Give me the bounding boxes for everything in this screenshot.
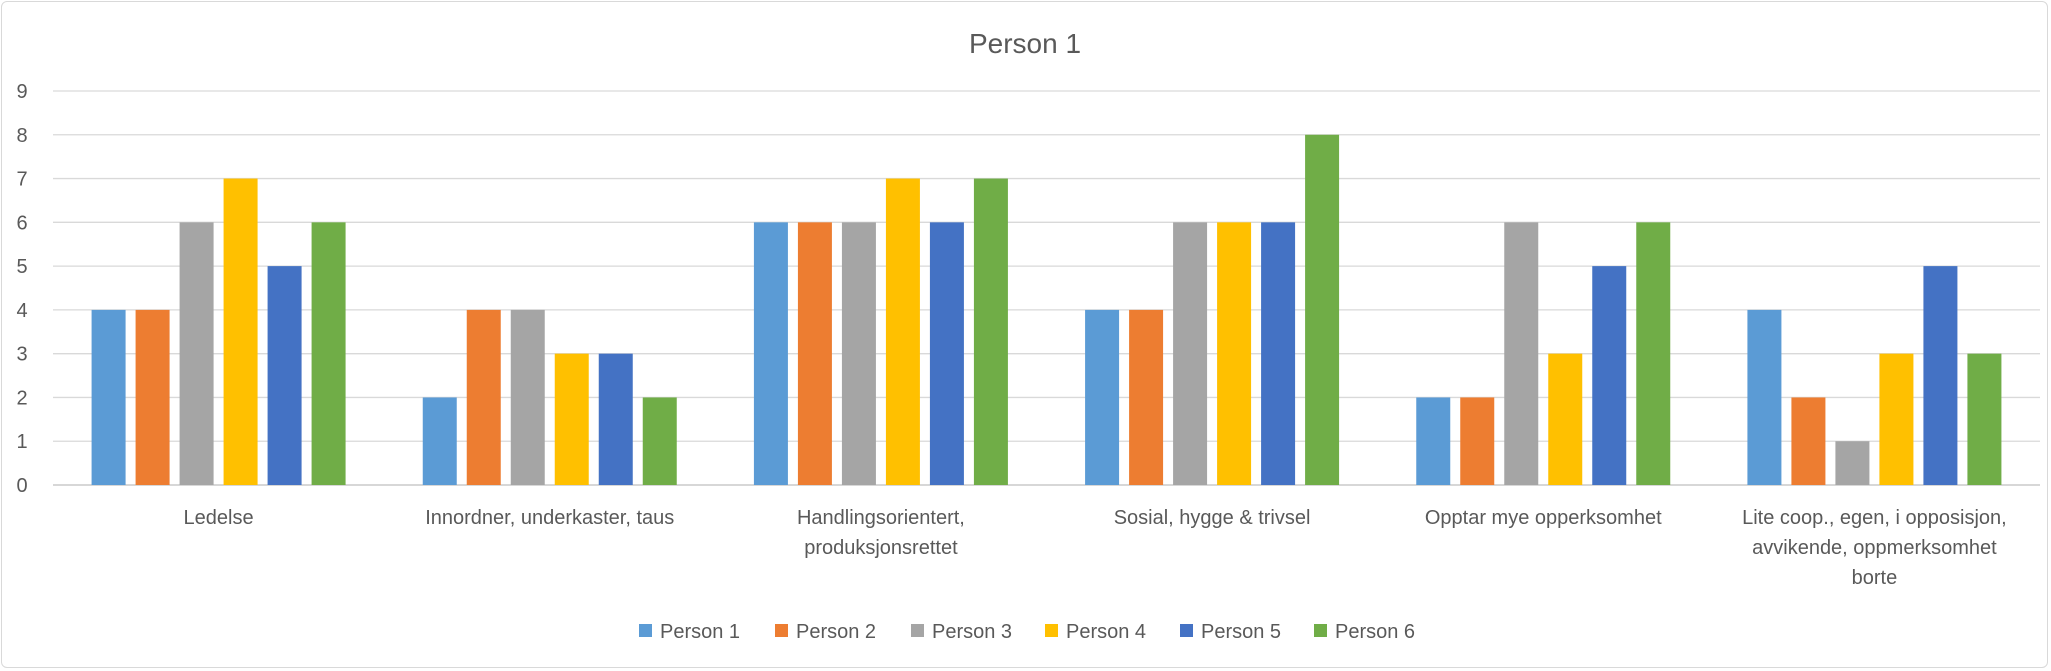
x-category-label: avvikende, oppmerksomhet <box>1752 537 1997 559</box>
bar-person-2-cat-4 <box>1460 397 1495 485</box>
bar-person-5-cat-0 <box>267 266 302 485</box>
x-category-label: Opptar mye opperksomhet <box>1425 507 1662 529</box>
bar-person-2-cat-3 <box>1129 309 1164 485</box>
bar-person-6-cat-1 <box>642 397 677 485</box>
x-category-label: borte <box>1852 567 1898 589</box>
bar-person-4-cat-3 <box>1217 222 1252 486</box>
bar-person-3-cat-0 <box>179 222 214 486</box>
y-tick-label: 5 <box>16 256 27 278</box>
bar-person-4-cat-2 <box>885 178 920 486</box>
bar-person-3-cat-2 <box>841 222 876 486</box>
bar-person-3-cat-3 <box>1173 222 1208 486</box>
legend-swatch-4 <box>1045 624 1058 637</box>
bar-person-6-cat-5 <box>1967 353 2002 485</box>
bar-person-5-cat-5 <box>1923 266 1958 485</box>
legend-label-4: Person 4 <box>1066 621 1146 643</box>
gridlines <box>53 90 2040 486</box>
legend-swatch-6 <box>1314 624 1327 637</box>
bar-person-6-cat-4 <box>1636 222 1671 486</box>
legend-label-6: Person 6 <box>1335 621 1415 643</box>
y-axis-ticks: 0 1 2 3 4 5 6 7 8 9 <box>16 81 27 497</box>
y-tick-label: 8 <box>16 125 27 147</box>
y-tick-label: 3 <box>16 344 27 366</box>
x-category-label: Ledelse <box>184 507 254 529</box>
bar-person-2-cat-0 <box>135 309 170 485</box>
y-tick-label: 9 <box>16 81 27 103</box>
bar-person-1-cat-5 <box>1747 309 1782 485</box>
y-tick-label: 6 <box>16 212 27 234</box>
bar-person-5-cat-1 <box>598 353 633 485</box>
bar-person-5-cat-4 <box>1592 266 1627 485</box>
legend-label-5: Person 5 <box>1201 621 1281 643</box>
legend: Person 1 Person 2 Person 3 Person 4 Person 5… <box>639 621 1415 643</box>
bar-person-3-cat-1 <box>510 309 545 485</box>
bar-person-2-cat-5 <box>1791 397 1826 485</box>
bar-person-3-cat-5 <box>1835 441 1870 485</box>
legend-label-1: Person 1 <box>660 621 740 643</box>
legend-swatch-1 <box>639 624 652 637</box>
y-tick-label: 0 <box>16 475 27 497</box>
y-tick-label: 4 <box>16 300 27 322</box>
x-category-label: Innordner, underkaster, taus <box>425 507 674 529</box>
bar-person-4-cat-5 <box>1879 353 1914 485</box>
bar-person-6-cat-2 <box>973 178 1008 486</box>
bar-person-1-cat-2 <box>753 222 788 486</box>
bar-person-1-cat-4 <box>1416 397 1451 485</box>
bar-person-1-cat-0 <box>91 309 126 485</box>
x-category-label: produksjonsrettet <box>804 537 958 559</box>
x-axis-categories: Ledelse Innordner, underkaster, taus Handl… <box>184 507 2007 589</box>
bar-person-5-cat-3 <box>1261 222 1296 486</box>
bar-person-4-cat-1 <box>554 353 589 485</box>
y-tick-label: 2 <box>16 387 27 409</box>
bar-person-6-cat-3 <box>1305 134 1340 485</box>
legend-label-2: Person 2 <box>796 621 876 643</box>
bar-person-4-cat-4 <box>1548 353 1583 485</box>
legend-swatch-5 <box>1180 624 1193 637</box>
bar-person-1-cat-1 <box>422 397 457 485</box>
y-tick-label: 7 <box>16 169 27 191</box>
legend-swatch-2 <box>775 624 788 637</box>
chart-title: Person 1 <box>969 28 1081 59</box>
legend-label-3: Person 3 <box>932 621 1012 643</box>
x-category-label: Sosial, hygge & trivsel <box>1114 507 1311 529</box>
bar-person-6-cat-0 <box>311 222 346 486</box>
bar-person-1-cat-3 <box>1085 309 1120 485</box>
x-category-label: Handlingsorientert, <box>797 507 965 529</box>
legend-swatch-3 <box>911 624 924 637</box>
x-category-label: Lite coop., egen, i opposisjon, <box>1742 507 2007 529</box>
y-tick-label: 1 <box>16 431 27 453</box>
bars <box>91 134 2002 486</box>
bar-person-5-cat-2 <box>929 222 964 486</box>
bar-person-2-cat-2 <box>797 222 832 486</box>
bar-person-4-cat-0 <box>223 178 258 486</box>
bar-person-2-cat-1 <box>466 309 501 485</box>
bar-person-3-cat-4 <box>1504 222 1539 486</box>
